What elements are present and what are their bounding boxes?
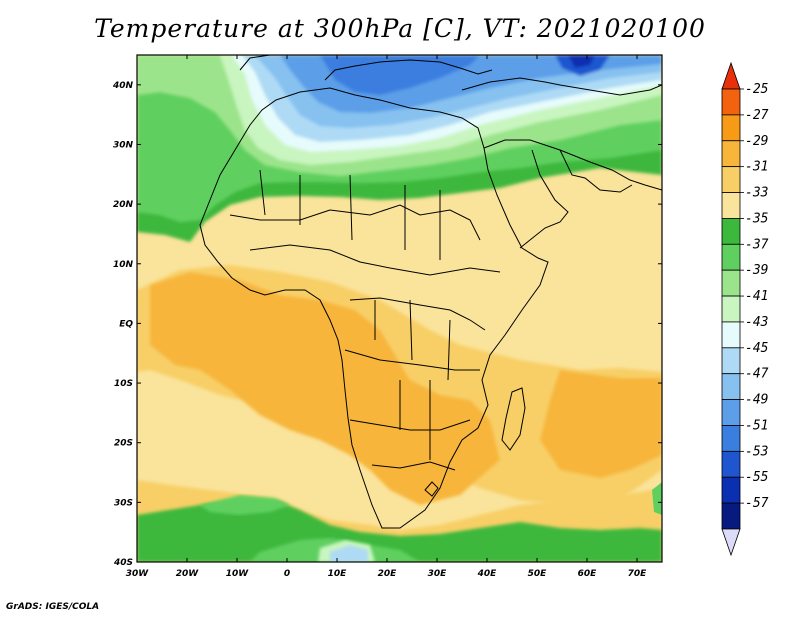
- colorbar-label: -45: [745, 341, 769, 356]
- colorbar-label: -33: [745, 186, 768, 201]
- lon-tick-label: 10E: [328, 569, 348, 579]
- colorbar-swatch: [721, 399, 741, 426]
- colorbar-swatch: [721, 476, 741, 504]
- lon-tick-label: 60E: [578, 569, 598, 579]
- lat-tick-label: 30S: [114, 498, 133, 508]
- colorbar-swatch: [721, 373, 741, 400]
- coastlines: [199, 55, 662, 529]
- colorbar: -25 -27 -29 -31 -33 -35 -37 -39 -41 -43 -45 -47 -49 -…: [721, 61, 769, 557]
- colorbar-swatch: [721, 269, 741, 297]
- colorbar-label: -49: [745, 393, 768, 408]
- lon-tick-label: 0: [284, 569, 290, 579]
- colorbar-swatch: [721, 192, 741, 219]
- colorbar-swatch: [721, 218, 741, 245]
- colorbar-label: -47: [745, 367, 769, 382]
- lat-tick-label: 10S: [114, 379, 133, 389]
- map-frame: [136, 54, 663, 563]
- map-title: Temperature at 300hPa [C], VT: 202102010…: [94, 14, 706, 43]
- colorbar-swatch: [721, 295, 741, 323]
- colorbar-label: -53: [745, 444, 768, 459]
- colorbar-label: -37: [745, 237, 769, 252]
- colorbar-top-arrow: [721, 61, 741, 90]
- lon-tick-label: 50E: [528, 569, 548, 579]
- temperature-field: [137, 55, 662, 562]
- lat-tick-label: 40N: [112, 81, 134, 91]
- colorbar-swatch: [721, 88, 741, 116]
- lon-tick-label: 70E: [628, 569, 648, 579]
- colorbar-label: -27: [745, 108, 769, 123]
- lon-tick-label: 20E: [378, 569, 398, 579]
- colorbar-label: -39: [745, 263, 768, 278]
- colorbar-swatch: [721, 243, 741, 271]
- colorbar-label: -41: [745, 289, 768, 304]
- colorbar-swatch: [721, 425, 741, 452]
- colorbar-swatch: [721, 347, 741, 375]
- lon-tick-label: 10W: [226, 569, 250, 579]
- colorbar-label: -31: [745, 160, 768, 175]
- colorbar-label: -43: [745, 315, 768, 330]
- colorbar-swatch: [721, 114, 741, 142]
- longitude-ticks: 30W 20W 10W 0 10E 20E 30E 40E 50E 60E 70E: [126, 55, 647, 579]
- colorbar-swatch: [721, 450, 741, 478]
- colorbar-label: -25: [745, 82, 769, 97]
- colorbar-label: -55: [745, 470, 769, 485]
- lon-tick-label: 30W: [126, 569, 150, 579]
- latitude-ticks: 40N 30N 20N 10N EQ 10S 20S 30S 40S: [112, 81, 662, 568]
- lat-tick-label: EQ: [119, 319, 133, 329]
- lon-tick-label: 30E: [428, 569, 448, 579]
- lat-tick-label: 30N: [113, 140, 134, 150]
- lat-tick-label: 40S: [113, 558, 133, 568]
- colorbar-label: -51: [745, 418, 768, 433]
- colorbar-label: -29: [745, 134, 768, 149]
- lat-tick-label: 20N: [113, 200, 134, 210]
- colorbar-swatch: [721, 140, 741, 168]
- colorbar-swatch: [721, 321, 741, 349]
- colorbar-swatch: [721, 502, 741, 530]
- lat-tick-label: 10N: [113, 260, 134, 270]
- colorbar-bottom-arrow: [721, 528, 741, 557]
- colorbar-label: -35: [745, 211, 769, 226]
- lon-tick-label: 20W: [176, 569, 200, 579]
- lat-tick-label: 20S: [114, 439, 133, 449]
- lon-tick-label: 40E: [477, 569, 498, 579]
- colorbar-label: -57: [745, 496, 769, 511]
- colorbar-swatch: [721, 166, 741, 193]
- credit-label: GrADS: IGES/COLA: [6, 602, 100, 612]
